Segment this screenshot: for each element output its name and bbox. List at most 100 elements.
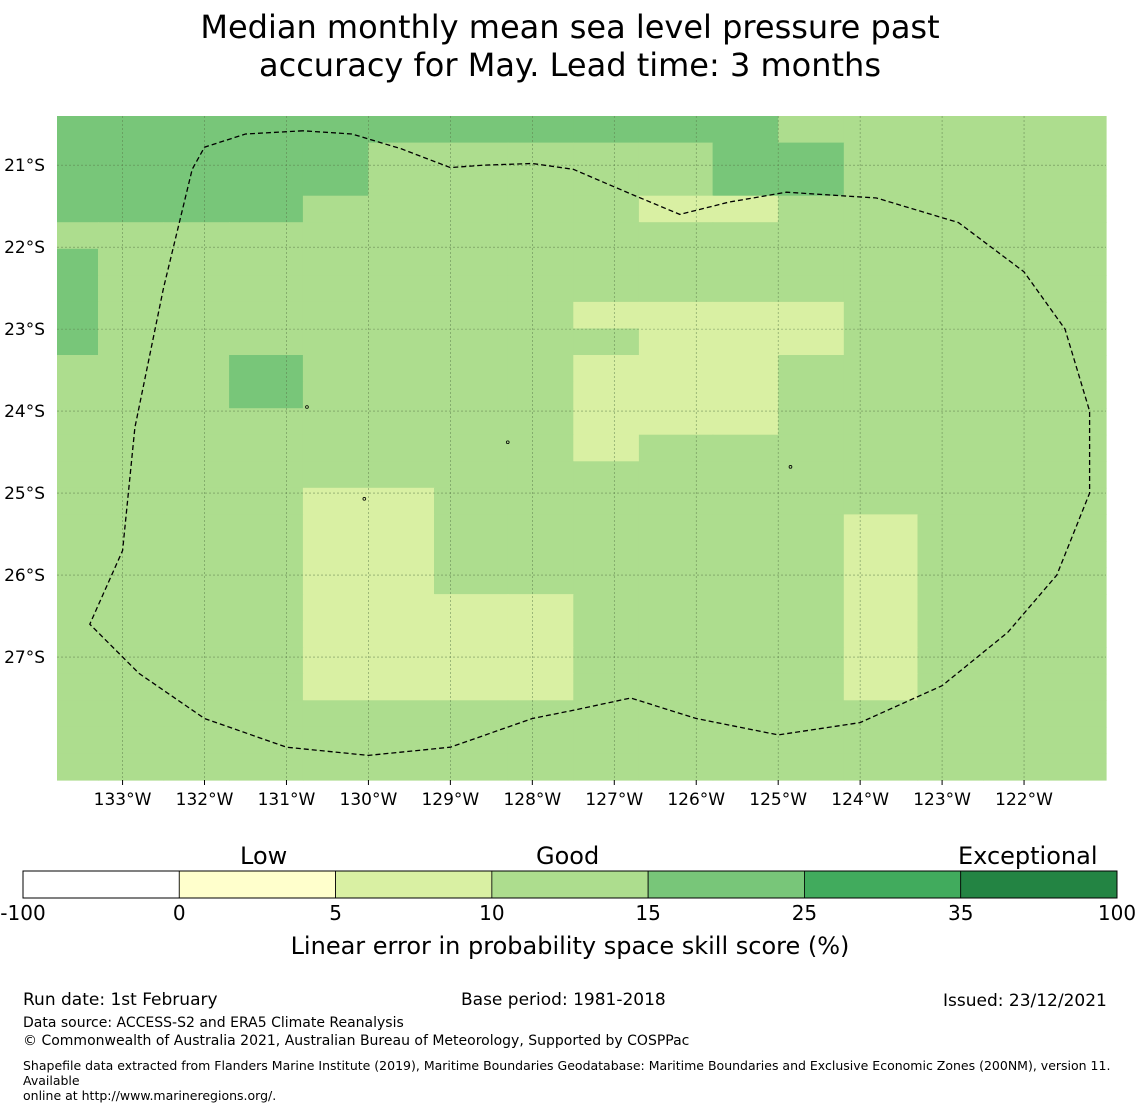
colorbar-category-low: Low <box>240 842 288 870</box>
skill-cell <box>57 461 99 489</box>
skill-cell <box>434 487 509 515</box>
skill-cell <box>843 567 919 595</box>
skill-cell <box>917 408 984 436</box>
skill-cell <box>917 169 984 197</box>
skill-cell <box>229 275 304 303</box>
skill-cell <box>302 222 370 250</box>
skill-cell <box>983 514 1050 542</box>
skill-grid <box>57 116 1107 781</box>
skill-cell <box>163 275 230 303</box>
shapefile-credit-line-2: online at http://www.marineregions.org/. <box>23 1088 277 1103</box>
skill-cell <box>843 594 919 622</box>
skill-cell <box>302 381 370 409</box>
skill-cell <box>434 301 509 330</box>
skill-cell <box>434 700 509 728</box>
skill-cell <box>434 408 509 436</box>
skill-cell <box>507 355 574 383</box>
lon-tick-label: 128°W <box>503 790 561 810</box>
skill-cell <box>1048 116 1107 144</box>
skill-cell <box>368 541 435 569</box>
skill-cell <box>57 434 99 462</box>
skill-cell <box>638 726 714 755</box>
skill-cell <box>712 753 779 781</box>
skill-cell <box>163 116 230 144</box>
skill-cell <box>778 381 845 409</box>
skill-cell <box>368 328 435 356</box>
skill-cell <box>229 434 304 462</box>
skill-cell <box>778 248 845 276</box>
skill-cell <box>98 301 165 330</box>
skill-cell <box>778 408 845 436</box>
colorbar-tick-label: 100 <box>1097 901 1137 925</box>
skill-cell <box>843 620 919 648</box>
skill-cell <box>98 487 165 515</box>
skill-cell <box>229 673 304 701</box>
skill-cell <box>712 195 779 223</box>
skill-cell <box>57 594 99 622</box>
skill-cell <box>778 647 845 675</box>
skill-cell <box>302 541 370 569</box>
skill-cell <box>638 434 714 462</box>
skill-cell <box>368 381 435 409</box>
skill-cell <box>507 620 574 648</box>
skill-cell <box>302 328 370 356</box>
skill-cell <box>573 275 640 303</box>
skill-cell <box>57 301 99 330</box>
skill-cell <box>983 195 1050 223</box>
skill-cell <box>229 169 304 197</box>
skill-cell <box>1048 248 1107 276</box>
skill-cell <box>983 355 1050 383</box>
skill-cell <box>302 753 370 781</box>
skill-cell <box>917 514 984 542</box>
skill-cell <box>163 647 230 675</box>
skill-cell <box>638 169 714 197</box>
skill-cell <box>1048 514 1107 542</box>
skill-cell <box>712 248 779 276</box>
skill-cell <box>843 381 919 409</box>
skill-cell <box>638 301 714 330</box>
skill-cell <box>229 620 304 648</box>
skill-cell <box>843 726 919 755</box>
skill-cell <box>573 355 640 383</box>
shapefile-credit: Shapefile data extracted from Flanders M… <box>23 1058 1140 1103</box>
skill-cell <box>1048 355 1107 383</box>
skill-cell <box>302 195 370 223</box>
colorbar-tick-label: 15 <box>635 901 661 925</box>
skill-cell <box>368 222 435 250</box>
skill-cell <box>1048 620 1107 648</box>
skill-cell <box>98 541 165 569</box>
skill-cell <box>917 567 984 595</box>
lat-tick-label: 24°S <box>4 402 45 422</box>
skill-cell <box>302 567 370 595</box>
skill-cell <box>302 461 370 489</box>
skill-cell <box>507 408 574 436</box>
lon-tick-label: 129°W <box>421 790 479 810</box>
skill-cell <box>638 514 714 542</box>
skill-cell <box>638 487 714 515</box>
skill-cell <box>434 620 509 648</box>
skill-cell <box>229 461 304 489</box>
skill-cell <box>712 461 779 489</box>
skill-cell <box>778 461 845 489</box>
skill-cell <box>98 248 165 276</box>
skill-cell <box>778 514 845 542</box>
skill-cell <box>57 328 99 356</box>
skill-cell <box>507 541 574 569</box>
skill-cell <box>229 700 304 728</box>
colorbar-tick-label: 25 <box>791 901 818 925</box>
skill-cell <box>778 541 845 569</box>
graticule <box>57 116 1106 780</box>
colorbar-segment <box>647 870 805 899</box>
skill-cell <box>573 381 640 409</box>
skill-cell <box>778 301 845 330</box>
skill-cell <box>778 567 845 595</box>
skill-cell <box>163 567 230 595</box>
skill-cell <box>434 673 509 701</box>
base-period: Base period: 1981-2018 <box>461 990 666 1010</box>
skill-cell <box>712 673 779 701</box>
copyright: © Commonwealth of Australia 2021, Austra… <box>23 1033 690 1049</box>
title-line-2: accuracy for May. Lead time: 3 months <box>258 46 881 84</box>
skill-cell <box>843 355 919 383</box>
skill-cell <box>917 381 984 409</box>
skill-cell <box>917 673 984 701</box>
